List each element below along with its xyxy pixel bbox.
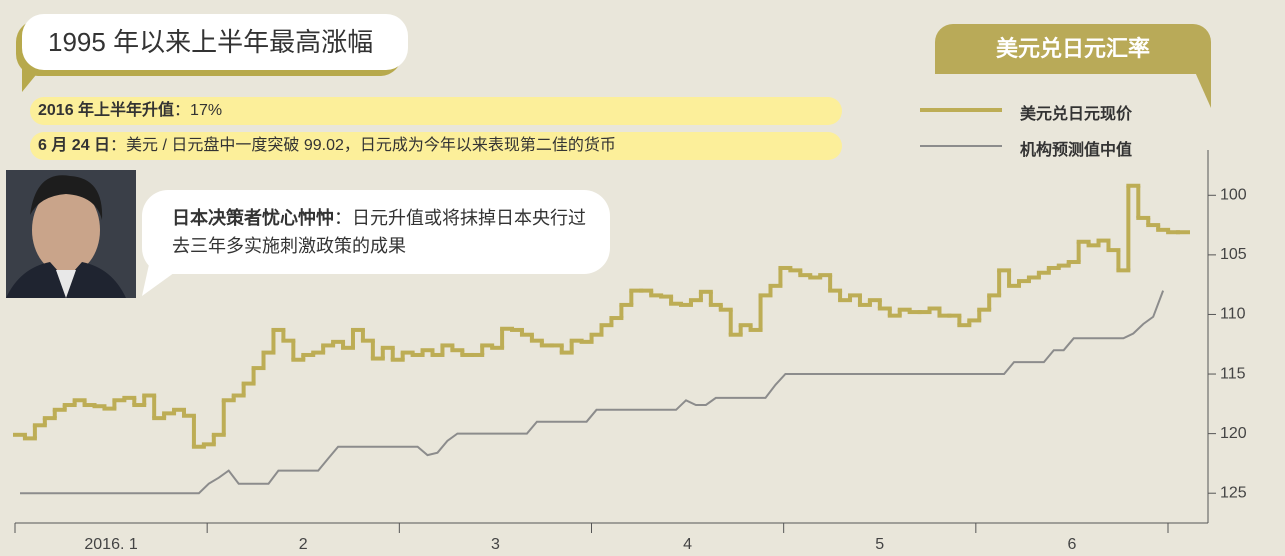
note: 2016 年上半年升值：17% [30,97,842,125]
y-tick-label: 115 [1220,365,1246,382]
note-bold: 6 月 24 日 [38,137,111,154]
badge: 美元兑日元汇率 [935,24,1211,74]
quote-text: ：日元升值或将抹掉日本央行过去三年多实施刺激政策的成果 [172,208,586,256]
legend-label: 机构预测值中值 [1020,142,1133,159]
x-tick-label: 6 [1067,536,1076,553]
series-line [20,290,1165,495]
y-tick-label: 100 [1220,187,1247,204]
x-tick-label: 2016. 1 [84,536,137,553]
note-text: ：美元 / 日元盘中一度突破 99.02，日元成为今年以来表现第二佳的货币 [110,137,616,154]
x-tick-label: 4 [683,536,692,553]
y-tick-label: 105 [1220,246,1247,263]
y-tick-label: 120 [1220,425,1247,442]
x-tick-label: 2 [299,536,308,553]
x-tick-label: 5 [875,536,884,553]
note-text: ：17% [174,102,223,119]
x-tick-label: 3 [491,536,500,553]
legend-label: 美元兑日元现价 [1020,106,1133,123]
quote: 日本决策者忧心忡忡：日元升值或将抹掉日本央行过去三年多实施刺激政策的成果 [142,190,610,274]
title: 1995 年以来上半年最高涨幅 [22,14,408,70]
badge-tail [1195,72,1211,108]
quote-bold: 日本决策者忧心忡忡 [172,208,334,228]
note-bold: 2016 年上半年升值 [38,102,175,119]
photo [6,170,136,298]
y-tick-label: 110 [1220,306,1246,323]
note: 6 月 24 日：美元 / 日元盘中一度突破 99.02，日元成为今年以来表现第… [30,132,842,160]
y-tick-label: 125 [1220,484,1247,501]
